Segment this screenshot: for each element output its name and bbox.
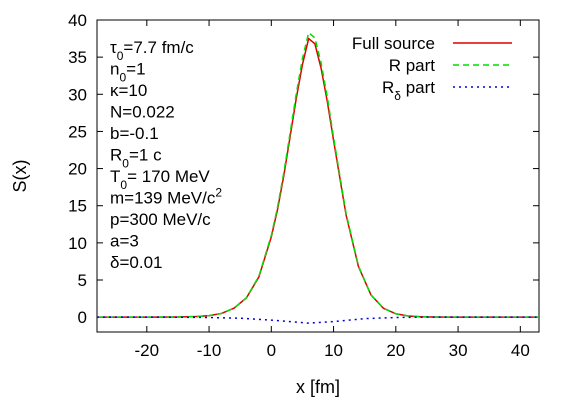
x-tick-label: -20	[135, 341, 160, 360]
parameter-annotation: b=-0.1	[110, 124, 159, 143]
y-tick-label: 30	[68, 85, 87, 104]
x-tick-label: -10	[197, 341, 222, 360]
x-axis-label: x [fm]	[296, 377, 340, 397]
parameter-annotation: δ=0.01	[110, 253, 162, 272]
legend-label: R part	[389, 56, 436, 75]
legend-label: Rδ part	[382, 78, 435, 103]
series-line-3	[97, 316, 539, 324]
plot-frame	[96, 19, 540, 333]
y-tick-label: 20	[68, 160, 87, 179]
parameter-annotation: R0=1 c	[110, 146, 162, 171]
y-tick-label: 10	[68, 234, 87, 253]
series-line-2	[97, 31, 539, 318]
x-tick-label: 30	[449, 341, 468, 360]
parameter-annotation: p=300 MeV/c	[110, 210, 211, 229]
x-axis: -20 -10 0 10 20 30 40	[135, 20, 530, 360]
y-tick-label: 0	[78, 308, 87, 327]
parameter-annotation: n0=1	[110, 60, 146, 85]
legend: Full source R part Rδ part	[352, 34, 512, 103]
x-tick-label: 40	[511, 341, 530, 360]
parameter-annotation: τ0=7.7 fm/c	[110, 38, 194, 63]
y-axis-label: S(x)	[10, 160, 30, 193]
y-tick-label: 35	[68, 48, 87, 67]
parameter-annotation: N=0.022	[110, 103, 175, 122]
x-tick-label: 10	[324, 341, 343, 360]
x-tick-label: 20	[386, 341, 405, 360]
parameter-annotation: a=3	[110, 232, 139, 251]
parameter-annotations: τ0=7.7 fm/cn0=1κ=10 N=0.022 b=-0.1 R0=1 cT0…	[110, 38, 222, 272]
y-tick-label: 5	[78, 271, 87, 290]
parameter-annotation: T0= 170 MeV	[110, 167, 210, 192]
series-layer	[97, 31, 539, 324]
parameter-annotation: m=139 MeV/c2	[110, 186, 222, 208]
y-axis: 0 5 10 15 20 25 30 35 40	[68, 11, 539, 327]
y-tick-label: 15	[68, 197, 87, 216]
parameter-annotation: κ=10	[110, 81, 147, 100]
legend-label: Full source	[352, 34, 435, 53]
x-tick-label: 0	[267, 341, 276, 360]
y-tick-label: 25	[68, 122, 87, 141]
y-tick-label: 40	[68, 11, 87, 30]
